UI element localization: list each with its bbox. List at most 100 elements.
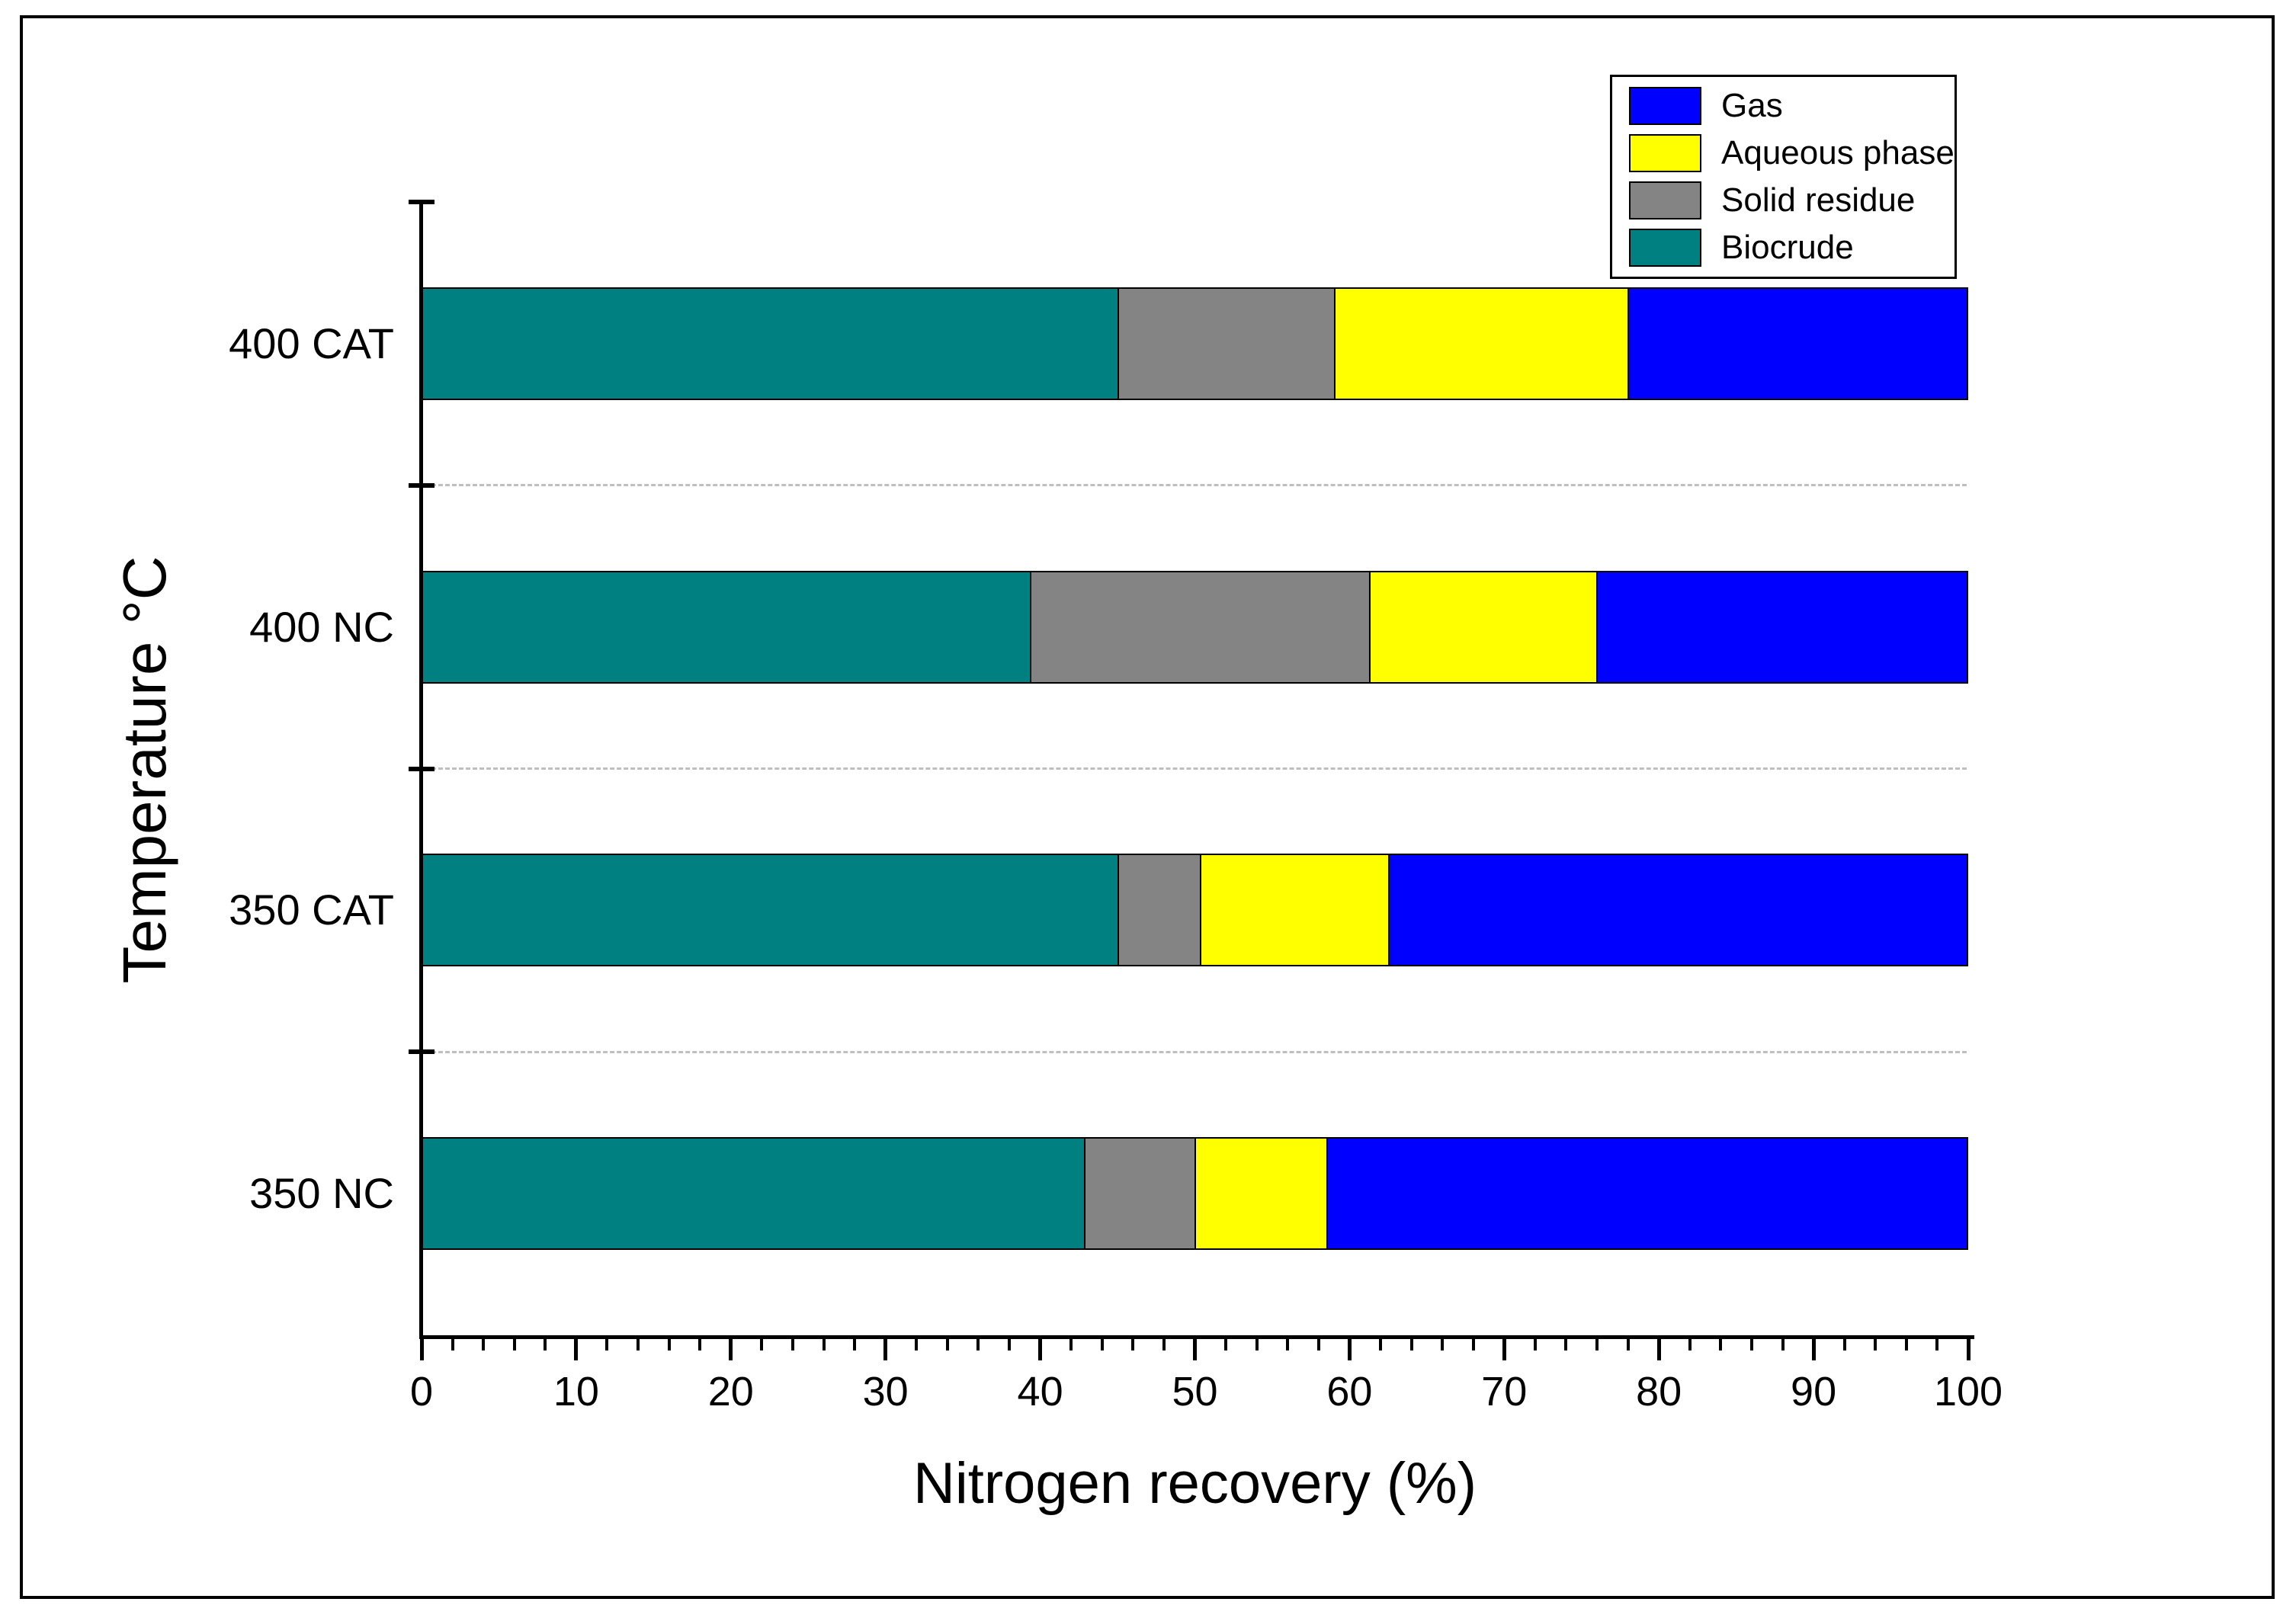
legend-label-gas: Gas — [1721, 87, 1783, 124]
x-axis-tick-label: 80 — [1636, 1369, 1682, 1415]
figure-border — [20, 15, 2275, 1599]
x-axis-line — [419, 1335, 1974, 1339]
category-separator-gridline — [425, 1050, 1967, 1053]
x-axis-minor-tick — [1749, 1338, 1753, 1350]
x-axis-minor-tick — [1224, 1338, 1228, 1350]
x-axis-major-tick — [883, 1338, 888, 1360]
x-axis-tick-label: 20 — [707, 1369, 754, 1415]
bar-segment-biocrude — [423, 572, 1030, 682]
x-axis-minor-tick — [1626, 1338, 1630, 1350]
x-axis-major-tick — [1193, 1338, 1197, 1360]
x-axis-tick-label: 10 — [553, 1369, 599, 1415]
bar-segment-gas — [1387, 855, 1967, 966]
x-axis-minor-tick — [1719, 1338, 1723, 1350]
bar-row — [422, 854, 1968, 967]
category-label: 400 NC — [249, 602, 394, 651]
x-axis-minor-tick — [822, 1338, 826, 1350]
x-axis-minor-tick — [1409, 1338, 1413, 1350]
x-axis-minor-tick — [605, 1338, 609, 1350]
x-axis-major-tick — [1347, 1338, 1352, 1360]
category-separator-gridline — [425, 767, 1967, 770]
x-axis-minor-tick — [945, 1338, 949, 1350]
bar-segment-biocrude — [423, 855, 1118, 966]
x-axis-minor-tick — [790, 1338, 794, 1350]
x-axis-tick-label: 90 — [1791, 1369, 1837, 1415]
x-axis-minor-tick — [512, 1338, 516, 1350]
x-axis-title: Nitrogen recovery (%) — [912, 1451, 1477, 1516]
legend-item-solid-residue: Solid residue — [1612, 177, 1954, 224]
bar-segment-aqueous-phase — [1333, 289, 1627, 399]
x-axis-minor-tick — [1286, 1338, 1290, 1350]
legend-item-gas: Gas — [1612, 82, 1954, 130]
x-axis-minor-tick — [1441, 1338, 1445, 1350]
x-axis-minor-tick — [1595, 1338, 1599, 1350]
x-axis-minor-tick — [637, 1338, 640, 1350]
legend-swatch-aqueous-phase — [1629, 134, 1701, 172]
x-axis-major-tick — [1966, 1338, 1971, 1360]
x-axis-tick-label: 50 — [1172, 1369, 1218, 1415]
bar-segment-aqueous-phase — [1369, 572, 1596, 682]
bar-segment-solid-residue — [1029, 572, 1370, 682]
bar-row — [422, 570, 1968, 684]
x-axis-minor-tick — [451, 1338, 454, 1350]
x-axis-minor-tick — [1471, 1338, 1475, 1350]
x-axis-tick-label: 40 — [1017, 1369, 1063, 1415]
x-axis-major-tick — [1502, 1338, 1506, 1360]
x-axis-tick-label: 60 — [1326, 1369, 1373, 1415]
legend: Gas Aqueous phase Solid residue Biocrude — [1610, 75, 1957, 279]
x-axis-minor-tick — [1781, 1338, 1785, 1350]
x-axis-minor-tick — [1842, 1338, 1846, 1350]
category-label: 400 CAT — [229, 319, 394, 367]
legend-item-biocrude: Biocrude — [1612, 224, 1954, 271]
category-label: 350 CAT — [229, 886, 394, 934]
x-axis-tick-label: 0 — [409, 1369, 434, 1415]
legend-label-solid-residue: Solid residue — [1721, 181, 1916, 219]
bar-segment-gas — [1595, 572, 1967, 682]
x-axis-tick-label: 70 — [1481, 1369, 1528, 1415]
x-axis-minor-tick — [698, 1338, 702, 1350]
bar-segment-biocrude — [423, 1139, 1084, 1248]
x-axis-minor-tick — [1008, 1338, 1012, 1350]
x-axis-minor-tick — [853, 1338, 857, 1350]
legend-label-biocrude: Biocrude — [1721, 229, 1854, 266]
bar-segment-gas — [1326, 1139, 1967, 1248]
x-axis-minor-tick — [1874, 1338, 1878, 1350]
x-axis-minor-tick — [544, 1338, 547, 1350]
legend-swatch-gas — [1629, 87, 1701, 125]
x-axis-minor-tick — [976, 1338, 980, 1350]
x-axis-minor-tick — [1935, 1338, 1939, 1350]
x-axis-minor-tick — [1378, 1338, 1382, 1350]
x-axis-minor-tick — [915, 1338, 919, 1350]
bar-segment-aqueous-phase — [1194, 1139, 1326, 1248]
legend-item-aqueous-phase: Aqueous phase — [1612, 130, 1954, 177]
x-axis-major-tick — [419, 1338, 424, 1360]
x-axis-major-tick — [729, 1338, 733, 1360]
x-axis-minor-tick — [1316, 1338, 1320, 1350]
x-axis-minor-tick — [1533, 1338, 1537, 1350]
x-axis-minor-tick — [1162, 1338, 1166, 1350]
x-axis-tick-label: 30 — [862, 1369, 909, 1415]
x-axis-minor-tick — [667, 1338, 671, 1350]
x-axis-major-tick — [574, 1338, 579, 1360]
bar-row — [422, 287, 1968, 400]
legend-swatch-solid-residue — [1629, 181, 1701, 219]
x-axis-major-tick — [1038, 1338, 1043, 1360]
y-axis-line — [419, 202, 423, 1339]
x-axis-minor-tick — [1255, 1338, 1259, 1350]
x-axis-major-tick — [1656, 1338, 1661, 1360]
x-axis-minor-tick — [760, 1338, 764, 1350]
x-axis-minor-tick — [1564, 1338, 1568, 1350]
category-label: 350 NC — [249, 1169, 394, 1217]
x-axis-minor-tick — [1100, 1338, 1104, 1350]
bar-segment-solid-residue — [1118, 855, 1200, 966]
x-axis-tick-label: 100 — [1933, 1369, 2003, 1415]
x-axis-minor-tick — [1904, 1338, 1908, 1350]
bar-segment-gas — [1627, 289, 1967, 399]
bar-row — [422, 1137, 1968, 1250]
legend-label-aqueous-phase: Aqueous phase — [1721, 134, 1954, 171]
x-axis-minor-tick — [1069, 1338, 1073, 1350]
y-axis-title: Temperature °C — [111, 556, 178, 984]
bar-segment-aqueous-phase — [1199, 855, 1388, 966]
bar-segment-solid-residue — [1083, 1139, 1195, 1248]
